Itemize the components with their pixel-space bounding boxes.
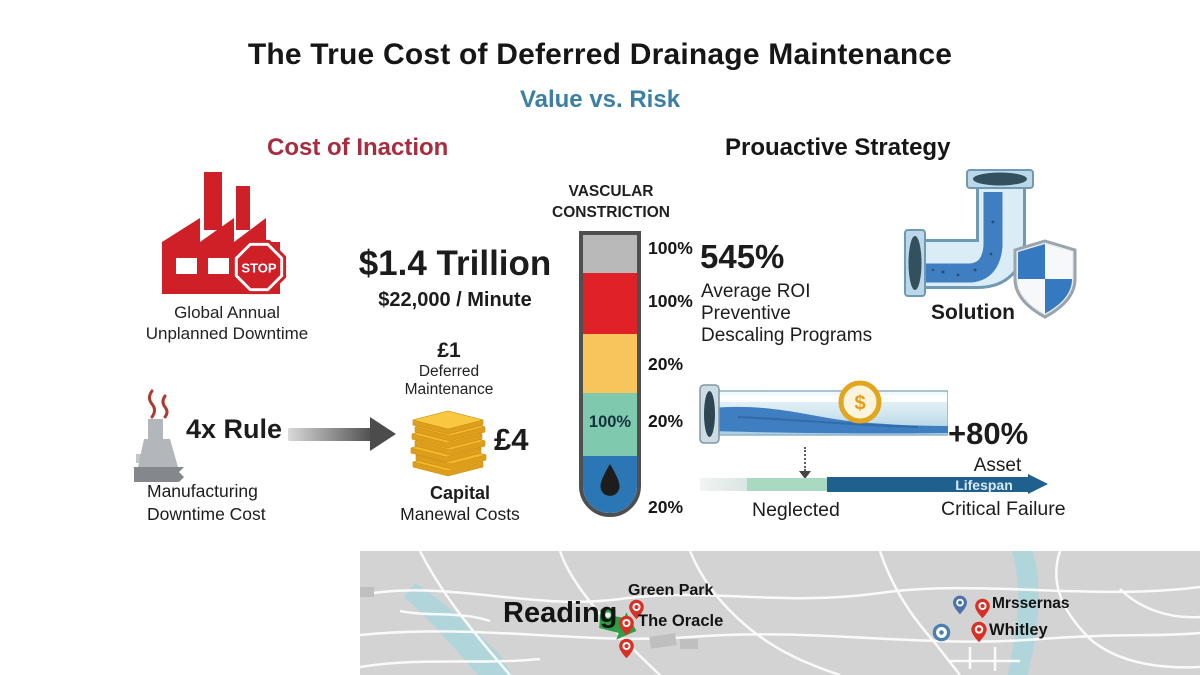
tube-label-3: 20% <box>648 411 684 431</box>
downtime-rate: $22,000 / Minute <box>378 289 532 311</box>
map-canvas: Reading Green Park The Oracle Mrssernas … <box>360 551 1200 675</box>
roi-value: 545% <box>700 238 785 275</box>
shield-icon <box>1012 239 1078 324</box>
lifespan-bar-arrowhead <box>1028 474 1048 494</box>
coin-stack-icon <box>401 398 495 485</box>
four-x-rule-caption: Manufacturing Downtime Cost <box>147 481 266 524</box>
constriction-tube: 100% <box>579 231 641 517</box>
lifespan-value: +80% <box>948 416 1029 451</box>
map-pin-blue <box>952 595 968 620</box>
stop-sign-icon: STOP <box>230 238 288 301</box>
gauge-title: VASCULAR CONSTRICTION <box>552 183 670 221</box>
map-label-whitley: Whitley <box>989 621 1048 639</box>
lifespan-bar-start <box>700 478 747 491</box>
oil-droplet-icon <box>597 462 623 503</box>
section-heading-cost-of-inaction: Cost of Inaction <box>267 134 449 161</box>
map-roads <box>360 551 1200 675</box>
deferred-value: £1 <box>437 339 461 362</box>
page-title: The True Cost of Deferred Drainage Maint… <box>247 38 953 71</box>
map-label-the-oracle: The Oracle <box>638 612 724 630</box>
lifespan-bar-critical <box>827 477 1028 492</box>
four-x-rule-title: 4x Rule <box>186 414 283 444</box>
map-city-label: Reading <box>503 597 618 629</box>
downtime-cost-stat: $1.4 Trillion $22,000 / Minute <box>335 244 575 312</box>
map-label-green-park: Green Park <box>628 582 714 599</box>
solution-label: Solution <box>931 301 1015 324</box>
neglected-label: Neglected <box>752 499 840 521</box>
map-pin-south <box>618 638 635 664</box>
dollar-coin-icon: $ <box>838 380 882 429</box>
deferred-maintenance-caption: £1 Deferred Maintenance <box>394 339 504 399</box>
tube-label-2: 20% <box>648 354 684 374</box>
tube-label-1: 100% <box>648 291 693 311</box>
map-pin-the-oracle <box>618 615 635 641</box>
critical-failure-label: Critical Failure <box>941 498 1066 520</box>
horizontal-pipe-icon <box>698 383 949 452</box>
map-pin-green-park <box>628 599 645 625</box>
map-circle-station-icon <box>932 623 951 647</box>
lifespan-bar-neglected <box>747 478 827 491</box>
flow-arrow-head <box>370 417 396 451</box>
downtime-amount: $1.4 Trillion <box>358 244 552 283</box>
tube-label-4: 20% <box>648 497 684 517</box>
page-subtitle: Value vs. Risk <box>519 86 681 113</box>
roi-caption: Average ROI Preventive Descaling Program… <box>701 281 873 346</box>
tube-segment-gray <box>583 235 637 273</box>
tube-segment-teal: 100% <box>583 393 637 456</box>
tube-inner-label: 100% <box>588 413 632 431</box>
tube-segment-orange <box>583 334 637 393</box>
tube-segment-red <box>583 273 637 334</box>
dotted-pointer <box>804 447 806 471</box>
tube-label-0: 100% <box>648 238 693 258</box>
tube-segment-blue <box>583 456 637 513</box>
dotted-pointer-head <box>799 471 811 479</box>
dollar-symbol: $ <box>854 393 865 415</box>
lifespan-bar-label: Lifespan <box>955 477 1013 493</box>
section-heading-proactive-strategy: Prouactive Strategy <box>725 134 951 161</box>
capital-costs-caption: Capital Manewal Costs <box>400 483 520 524</box>
pipe-elbow-icon <box>903 162 1053 327</box>
capital-cost-value: £4 <box>494 422 529 457</box>
lifespan-bar: Lifespan <box>700 474 1048 494</box>
map-pin-mrssernas <box>974 598 991 624</box>
map-pin-whitley <box>970 621 988 648</box>
lifespan-caption: Asset <box>973 455 1022 476</box>
map-label-mrssernas: Mrssernas <box>992 595 1070 612</box>
stop-sign-label: STOP <box>241 260 277 275</box>
flow-arrow <box>288 428 374 441</box>
small-factory-icon <box>122 387 190 490</box>
downtime-caption: Global Annual Unplanned Downtime <box>145 303 309 343</box>
